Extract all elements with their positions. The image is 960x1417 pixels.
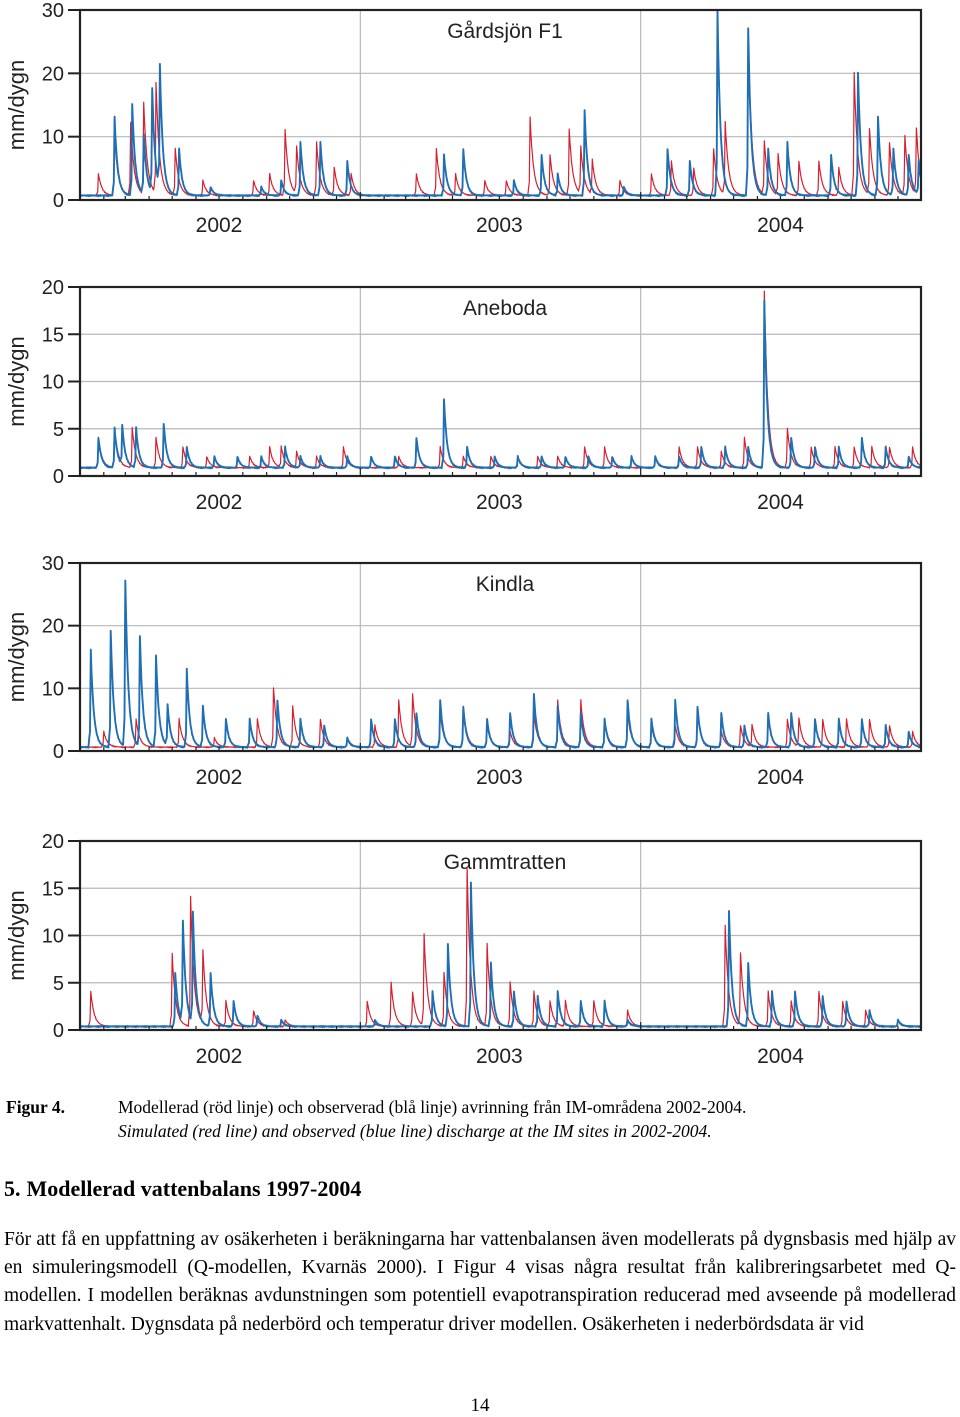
y-tick-label: 10 bbox=[42, 127, 64, 149]
year-label: 2003 bbox=[476, 214, 523, 237]
y-tick-label: 5 bbox=[53, 419, 64, 441]
section-number: 5. bbox=[4, 1176, 21, 1201]
year-label: 2003 bbox=[476, 1045, 523, 1068]
y-tick-label: 5 bbox=[53, 973, 64, 995]
plot-frame bbox=[78, 8, 923, 202]
observed-series-line bbox=[79, 881, 922, 1029]
y-tick-label: 0 bbox=[53, 466, 64, 488]
figure-label: Figur 4. bbox=[6, 1097, 65, 1117]
year-label: 2002 bbox=[196, 1045, 243, 1068]
chart-gardsjon: 0 10 20 30 2002 2003 2004 mm/dygn Gårdsjön F1 bbox=[4, 0, 923, 237]
section-heading: 5. Modellerad vattenbalans 1997-2004 bbox=[4, 1176, 361, 1202]
chart-kindla: 0 10 20 30 2002 2003 2004 mm/dygn Kindla bbox=[4, 553, 923, 789]
year-label: 2002 bbox=[196, 214, 243, 237]
chart-title: Gårdsjön F1 bbox=[447, 20, 563, 43]
chart-panel-gardsjon: 0 10 20 30 2002 2003 2004 mm/dygn Gårdsjön F1 bbox=[0, 0, 960, 250]
y-tick-label: 20 bbox=[42, 277, 64, 299]
y-axis-label: mm/dygn bbox=[4, 890, 29, 980]
year-label: 2004 bbox=[757, 1045, 804, 1068]
chart-panel-aneboda: 0 5 10 15 20 2002 2003 2004 mm/dygn Aneboda bbox=[0, 265, 960, 520]
observed-series-line bbox=[79, 9, 922, 198]
chart-title: Gammtratten bbox=[444, 851, 567, 874]
y-tick-label: 0 bbox=[53, 190, 64, 212]
section-title: Modellerad vattenbalans 1997-2004 bbox=[26, 1176, 362, 1201]
y-tick-label: 20 bbox=[42, 63, 64, 85]
y-tick-label: 10 bbox=[42, 926, 64, 948]
observed-series-line bbox=[79, 579, 922, 749]
chart-aneboda: 0 5 10 15 20 2002 2003 2004 mm/dygn Aneboda bbox=[4, 277, 923, 514]
y-tick-label: 0 bbox=[53, 741, 64, 763]
y-tick-label: 20 bbox=[42, 616, 64, 638]
y-axis-label: mm/dygn bbox=[4, 612, 29, 702]
y-tick-label: 10 bbox=[42, 372, 64, 394]
year-label: 2004 bbox=[757, 491, 804, 514]
chart-title: Aneboda bbox=[463, 297, 547, 320]
y-axis-label: mm/dygn bbox=[4, 60, 29, 150]
page-number: 14 bbox=[470, 1395, 490, 1416]
y-axis-label: mm/dygn bbox=[4, 336, 29, 426]
observed-series-line bbox=[79, 299, 922, 470]
body-paragraph: För att få en uppfattning av osäkerheten… bbox=[4, 1229, 956, 1335]
chart-title: Kindla bbox=[476, 573, 535, 596]
year-label: 2004 bbox=[757, 766, 804, 789]
caption-english: Simulated (red line) and observed (blue … bbox=[118, 1121, 712, 1141]
year-label: 2002 bbox=[196, 766, 243, 789]
y-tick-label: 30 bbox=[42, 0, 64, 22]
year-label: 2003 bbox=[476, 491, 523, 514]
chart-gammtratten: 0 5 10 15 20 2002 2003 2004 mm/dygn Gammtratten bbox=[4, 831, 923, 1068]
y-tick-label: 0 bbox=[53, 1020, 64, 1042]
chart-panel-gammtratten: 0 5 10 15 20 2002 2003 2004 mm/dygn Gammtratten bbox=[0, 822, 960, 1074]
year-label: 2003 bbox=[476, 766, 523, 789]
plot-frame bbox=[78, 561, 923, 753]
caption-swedish: Modellerad (röd linje) och observerad (b… bbox=[118, 1097, 747, 1117]
year-label: 2004 bbox=[757, 214, 804, 237]
y-tick-label: 20 bbox=[42, 831, 64, 853]
y-tick-label: 15 bbox=[42, 324, 64, 346]
y-tick-label: 30 bbox=[42, 553, 64, 575]
year-label: 2002 bbox=[196, 491, 243, 514]
y-tick-label: 10 bbox=[42, 678, 64, 700]
y-tick-label: 15 bbox=[42, 878, 64, 900]
simulated-series-line bbox=[79, 33, 922, 197]
chart-panel-kindla: 0 10 20 30 2002 2003 2004 mm/dygn Kindla bbox=[0, 545, 960, 795]
